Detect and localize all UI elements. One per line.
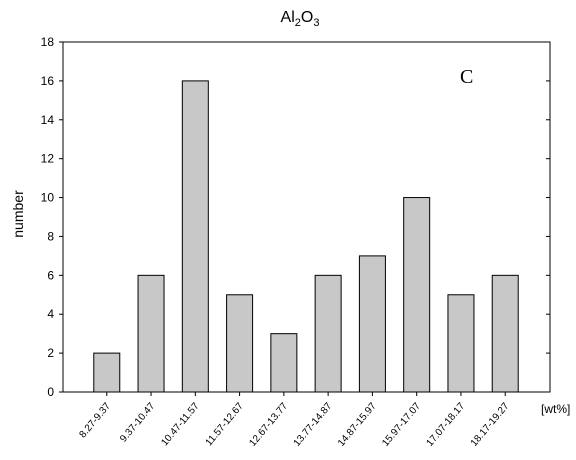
y-tick-label: 0 xyxy=(47,385,54,399)
x-tick-label: 15.97-17.07 xyxy=(380,401,423,449)
bar xyxy=(181,80,209,393)
y-tick-label: 2 xyxy=(47,346,54,360)
x-tick-label: 13.77-14.87 xyxy=(292,401,335,449)
title-sub-3: 3 xyxy=(313,17,319,29)
bar xyxy=(137,274,165,393)
x-tick-label: 10.47-11.57 xyxy=(159,401,202,449)
panel-label: C xyxy=(460,66,473,88)
x-tick-label: 14.87-15.97 xyxy=(336,401,379,449)
axes-layer xyxy=(59,41,551,396)
x-tick-label: 9.37-10.47 xyxy=(118,401,157,445)
title-part-al: Al xyxy=(281,9,295,26)
title-part-o: O xyxy=(301,9,313,26)
y-tick-label: 10 xyxy=(41,191,55,205)
y-axis-label: number xyxy=(10,190,26,238)
x-tick-label: 11.57-12.67 xyxy=(204,401,247,449)
y-tick-label: 18 xyxy=(41,35,55,49)
y-tick-label: 14 xyxy=(41,113,55,127)
y-tick-label: 12 xyxy=(41,152,55,166)
x-tick-label: 12.67-13.77 xyxy=(247,401,290,449)
title-sub-2: 2 xyxy=(295,17,301,29)
x-tick-label: 8.27-9.37 xyxy=(77,401,113,441)
x-tick-label: 17.07-18.17 xyxy=(425,401,468,449)
bar xyxy=(447,294,475,393)
bar xyxy=(403,197,431,393)
bar xyxy=(314,274,342,393)
bar xyxy=(358,255,386,393)
bar xyxy=(491,274,519,393)
y-tick-label: 6 xyxy=(47,268,54,282)
plot-frame xyxy=(62,41,551,393)
x-axis-label: [wt%] xyxy=(541,402,570,416)
bar xyxy=(93,352,121,393)
y-tick-label: 8 xyxy=(47,229,54,243)
bar xyxy=(226,294,254,393)
y-tick-label: 4 xyxy=(47,307,54,321)
x-tick-label: 18.17-19.27 xyxy=(469,401,512,449)
chart-title: Al2O3 xyxy=(281,9,320,29)
bar xyxy=(270,333,298,393)
bars-layer xyxy=(93,80,519,393)
y-tick-label: 16 xyxy=(41,74,55,88)
